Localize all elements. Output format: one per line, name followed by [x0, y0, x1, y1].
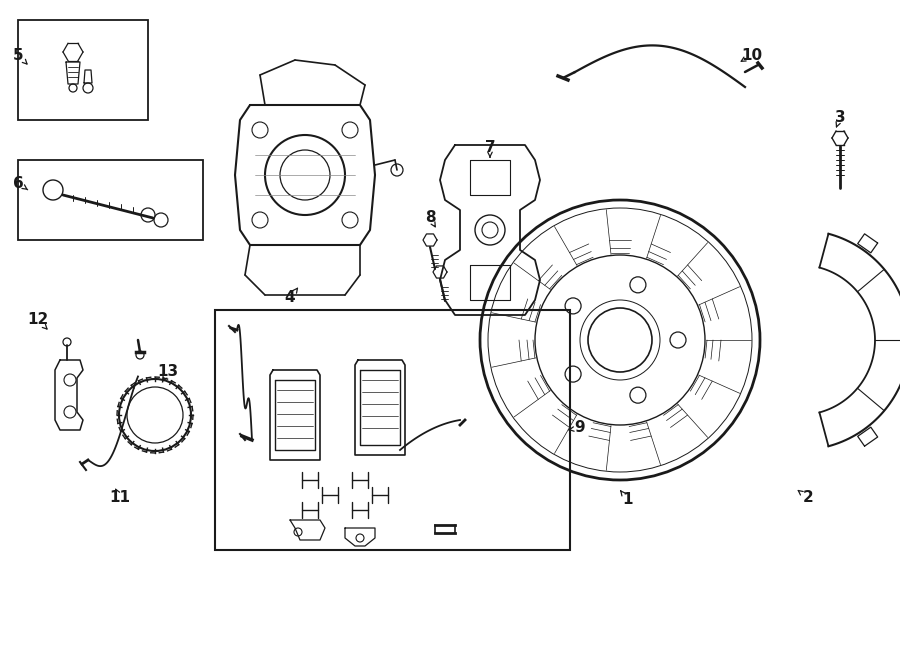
Text: 4: 4	[284, 290, 295, 305]
Text: 11: 11	[110, 490, 130, 506]
Text: 8: 8	[425, 210, 436, 225]
Text: 13: 13	[158, 364, 178, 379]
Bar	[18, 160, 203, 240]
Text: 9: 9	[575, 420, 585, 436]
Text: 7: 7	[485, 141, 495, 155]
Text: 1: 1	[623, 492, 634, 508]
Bar	[215, 310, 570, 550]
Text: 6: 6	[13, 176, 23, 190]
Text: 10: 10	[742, 48, 762, 63]
Text: 5: 5	[13, 48, 23, 63]
Bar	[18, 20, 148, 120]
Text: 3: 3	[834, 110, 845, 126]
Text: 2: 2	[803, 490, 814, 506]
Text: 12: 12	[27, 313, 49, 327]
